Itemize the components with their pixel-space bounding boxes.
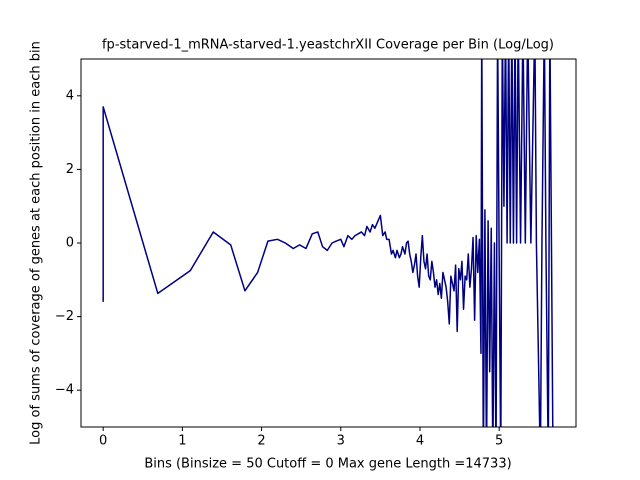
y-tick-label: −4 xyxy=(55,383,74,398)
chart-title: fp-starved-1_mRNA-starved-1.yeastchrXII … xyxy=(102,38,554,53)
x-tick-label: 1 xyxy=(178,434,186,449)
y-axis-label: Log of sums of coverage of genes at each… xyxy=(29,41,44,445)
x-axis-label: Bins (Binsize = 50 Cutoff = 0 Max gene L… xyxy=(144,457,511,472)
y-tick-label: −2 xyxy=(55,309,74,324)
x-tick-label: 2 xyxy=(257,434,265,449)
x-tick-label: 0 xyxy=(99,434,107,449)
data-line xyxy=(102,59,554,427)
y-tick-label: 4 xyxy=(66,88,74,103)
plot-area xyxy=(102,59,554,427)
y-tick-label: 2 xyxy=(66,162,74,177)
y-tick-label: 0 xyxy=(66,236,74,251)
x-tick-label: 5 xyxy=(495,434,503,449)
x-tick-label: 3 xyxy=(337,434,345,449)
x-tick-label: 4 xyxy=(416,434,424,449)
